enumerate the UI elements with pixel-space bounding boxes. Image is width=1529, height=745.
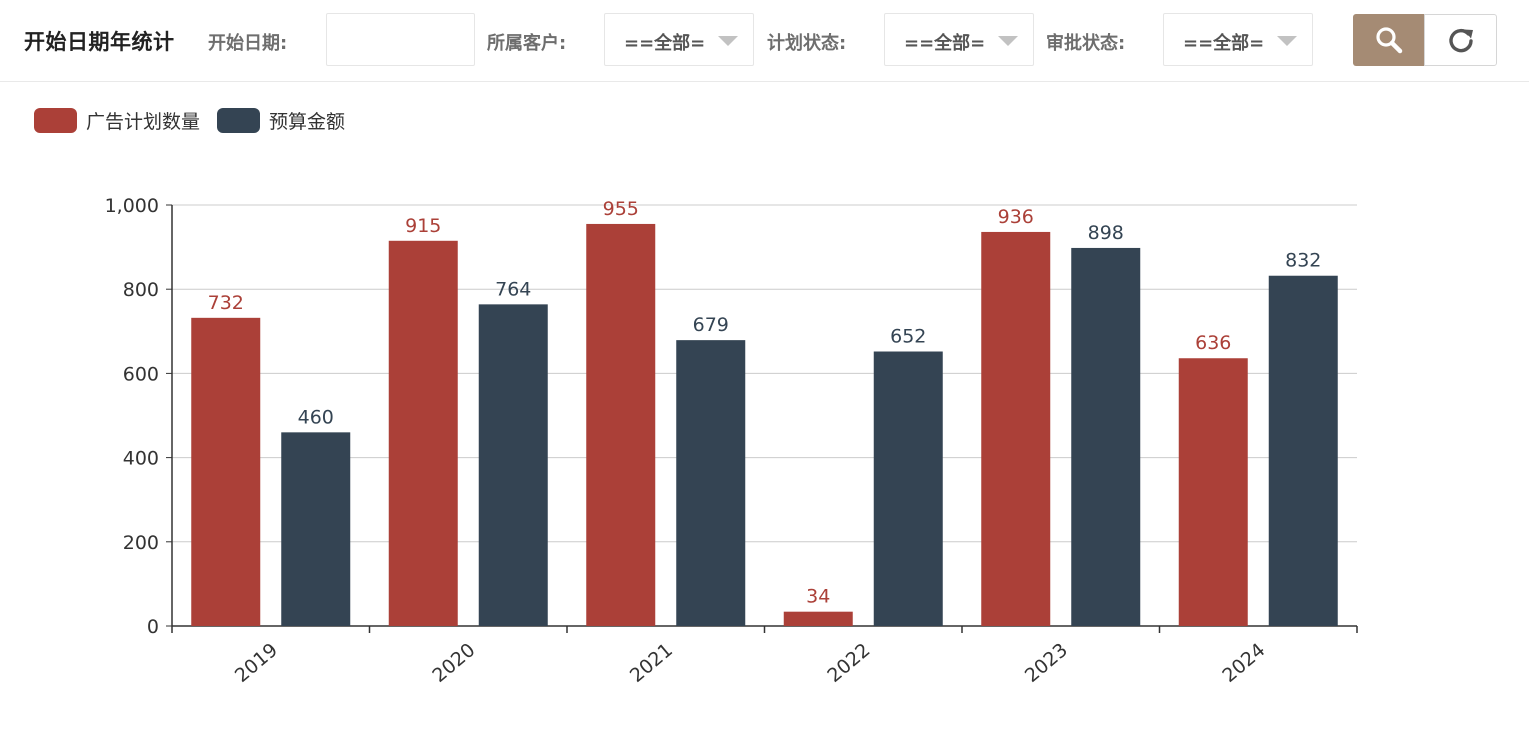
data-label: 679 <box>693 314 729 336</box>
x-tick-label: 2022 <box>823 639 874 687</box>
data-label: 955 <box>603 198 639 220</box>
bar <box>388 240 458 626</box>
x-tick-label: 2021 <box>626 639 677 687</box>
legend-swatch <box>217 107 261 133</box>
bar <box>478 304 548 626</box>
search-button[interactable] <box>1353 14 1425 66</box>
y-tick-label: 600 <box>123 363 159 385</box>
plan-status-select-value: ==全部= <box>904 33 986 54</box>
bar <box>873 351 943 626</box>
legend-item-budget[interactable]: 预算金额 <box>217 107 345 134</box>
y-tick-label: 200 <box>123 532 159 554</box>
data-label: 832 <box>1285 250 1321 272</box>
caret-down-icon <box>998 36 1018 46</box>
x-tick-label: 2020 <box>428 639 479 687</box>
approval-status-select-value: ==全部= <box>1183 33 1265 54</box>
start-date-input[interactable] <box>326 13 475 66</box>
data-label: 915 <box>405 215 441 237</box>
bar <box>981 231 1051 626</box>
x-tick-label: 2019 <box>231 639 282 687</box>
start-date-label: 开始日期: <box>208 33 288 54</box>
refresh-button[interactable] <box>1424 14 1497 66</box>
data-label: 636 <box>1195 332 1231 354</box>
bar <box>281 432 351 626</box>
data-label: 652 <box>890 326 926 348</box>
caret-down-icon <box>718 36 738 46</box>
search-icon <box>1376 27 1403 54</box>
bar <box>586 223 656 626</box>
bar <box>783 611 853 626</box>
bar <box>191 317 261 626</box>
bar <box>1071 247 1141 626</box>
y-tick-label: 1,000 <box>105 195 159 217</box>
legend-item-plan-count[interactable]: 广告计划数量 <box>34 107 200 134</box>
plan-status-label: 计划状态: <box>767 33 847 54</box>
y-tick-label: 400 <box>123 448 159 470</box>
bar <box>676 340 746 626</box>
refresh-icon <box>1448 28 1473 53</box>
legend-label: 广告计划数量 <box>86 110 201 133</box>
customer-label: 所属客户: <box>487 33 567 54</box>
data-label: 34 <box>806 586 830 608</box>
data-label: 764 <box>495 278 531 300</box>
x-tick-label: 2024 <box>1218 639 1269 687</box>
data-label: 936 <box>998 206 1034 228</box>
approval-status-label: 审批状态: <box>1046 33 1126 54</box>
customer-select-value: ==全部= <box>624 33 706 54</box>
chart-legend: 广告计划数量 预算金额 <box>34 107 362 133</box>
caret-down-icon <box>1277 36 1297 46</box>
plan-status-select[interactable]: ==全部= <box>884 13 1034 66</box>
data-label: 898 <box>1088 222 1124 244</box>
data-label: 732 <box>208 292 244 314</box>
customer-select[interactable]: ==全部= <box>604 13 754 66</box>
bar <box>1178 358 1248 626</box>
data-label: 460 <box>298 406 334 428</box>
filter-toolbar: 开始日期年统计 开始日期: 所属客户: ==全部= 计划状态: ==全部= 审批… <box>0 0 1529 82</box>
page-title: 开始日期年统计 <box>24 30 175 54</box>
approval-status-select[interactable]: ==全部= <box>1163 13 1313 66</box>
x-tick-label: 2023 <box>1021 639 1072 687</box>
legend-swatch <box>34 107 77 133</box>
legend-label: 预算金额 <box>269 110 346 133</box>
y-tick-label: 0 <box>147 616 159 638</box>
y-tick-label: 800 <box>123 279 159 301</box>
bar <box>1268 275 1338 626</box>
